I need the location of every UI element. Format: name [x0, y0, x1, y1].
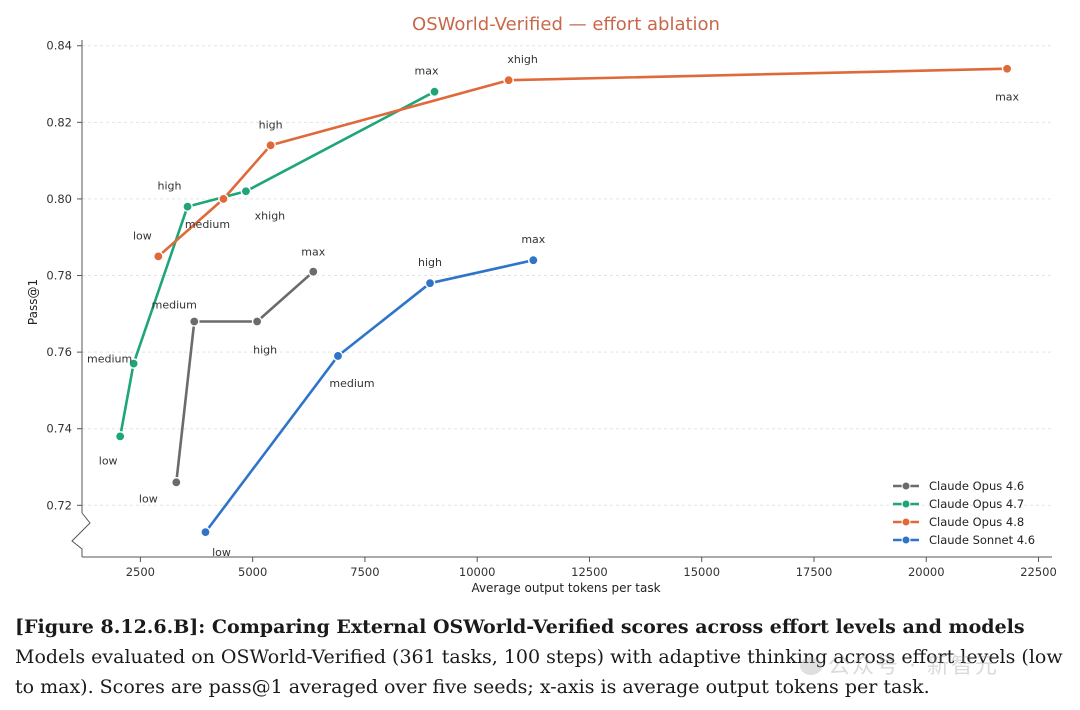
- data-point-claude-opus-4-8: [265, 140, 276, 151]
- y-axis-label: Pass@1: [26, 279, 40, 325]
- data-point-claude-sonnet-4-6: [332, 350, 344, 362]
- x-tick-label: 7500: [350, 565, 379, 579]
- point-label: high: [158, 180, 182, 193]
- legend-label: Claude Sonnet 4.6: [929, 533, 1035, 547]
- series-claude-sonnet-4-6: [200, 254, 539, 538]
- data-point-claude-opus-4-7: [114, 431, 126, 442]
- legend-swatch-marker: [901, 481, 911, 491]
- y-tick-label: 0.74: [46, 422, 72, 436]
- series-claude-opus-4-7: [114, 86, 440, 442]
- point-labels: low medium high max low medium high xhigh max low…: [87, 53, 1020, 559]
- x-tick-label: 20000: [908, 565, 945, 579]
- data-point-claude-opus-4-6: [307, 266, 319, 277]
- point-label: low: [133, 229, 152, 242]
- series-line-claude-sonnet-4-6: [204, 258, 534, 533]
- figure-caption: [Figure 8.12.6.B]: Comparing External OS…: [15, 612, 1065, 702]
- series-line-claude-opus-4-8: [157, 67, 1008, 258]
- point-label: max: [415, 65, 439, 78]
- data-point-claude-sonnet-4-6: [528, 254, 539, 266]
- caption-bold: [Figure 8.12.6.B]: Comparing External OS…: [15, 616, 1025, 638]
- point-label: max: [995, 91, 1019, 104]
- series-line-claude-opus-4-6: [175, 270, 315, 483]
- point-label: medium: [87, 353, 132, 366]
- data-point-claude-opus-4-8: [503, 74, 514, 86]
- y-tick-label: 0.82: [46, 115, 72, 129]
- axes: 0.72 0.74 0.76 0.78 0.80 0.82 0.84 2500 5000 7500…: [46, 39, 1056, 579]
- y-tick-label: 0.78: [46, 269, 72, 283]
- legend-label: Claude Opus 4.7: [929, 497, 1024, 511]
- point-label: medium: [329, 377, 374, 390]
- legend: Claude Opus 4.6 Claude Opus 4.7 Claude Opu…: [893, 479, 1035, 547]
- series-layer: [114, 63, 1013, 538]
- y-axis-break: [71, 512, 91, 557]
- point-label: xhigh: [507, 53, 538, 66]
- data-point-claude-opus-4-8: [153, 251, 164, 262]
- x-tick-label: 10000: [459, 565, 496, 579]
- y-tick-label: 0.80: [46, 192, 72, 206]
- chart: 0.72 0.74 0.76 0.78 0.80 0.82 0.84 2500 5000 7500…: [26, 14, 1057, 595]
- point-label: high: [418, 256, 442, 269]
- y-tick-label: 0.76: [46, 345, 72, 359]
- series-claude-opus-4-8: [153, 63, 1013, 262]
- point-label: medium: [152, 298, 197, 311]
- legend-swatch-marker: [901, 499, 911, 509]
- data-point-claude-opus-4-7: [128, 358, 139, 369]
- legend-item: Claude Opus 4.6: [893, 479, 1024, 493]
- wechat-icon: [800, 657, 822, 675]
- data-point-claude-opus-4-7: [429, 86, 440, 97]
- watermark-text: 公众号 · 新智元: [828, 654, 999, 679]
- legend-label: Claude Opus 4.8: [929, 515, 1024, 529]
- y-tick-label: 0.84: [46, 39, 72, 53]
- x-tick-label: 5000: [238, 565, 267, 579]
- legend-item: Claude Sonnet 4.6: [893, 533, 1035, 547]
- legend-label: Claude Opus 4.6: [929, 479, 1024, 493]
- data-point-claude-sonnet-4-6: [200, 526, 211, 538]
- legend-swatch-marker: [901, 535, 911, 545]
- y-tick-label: 0.72: [46, 498, 72, 512]
- x-tick-label: 17500: [796, 565, 833, 579]
- legend-swatch-marker: [901, 517, 911, 527]
- x-tick-label: 12500: [571, 565, 608, 579]
- data-point-claude-opus-4-6: [171, 477, 182, 488]
- x-tick-label: 22500: [1020, 565, 1057, 579]
- point-label: low: [99, 454, 118, 467]
- point-label: low: [139, 492, 158, 505]
- point-label: medium: [185, 218, 230, 231]
- data-point-claude-sonnet-4-6: [424, 277, 436, 289]
- x-tick-label: 2500: [126, 565, 155, 579]
- gridlines: [82, 45, 1052, 506]
- data-point-claude-opus-4-7: [182, 201, 193, 212]
- point-label: xhigh: [255, 209, 286, 222]
- data-point-claude-opus-4-7: [240, 185, 252, 197]
- data-point-claude-opus-4-8: [1001, 63, 1013, 75]
- data-point-claude-opus-4-6: [188, 316, 200, 327]
- point-label: high: [253, 343, 277, 356]
- data-point-claude-opus-4-8: [218, 193, 229, 205]
- caption-text: Models evaluated on OSWorld-Verified (36…: [15, 646, 1063, 698]
- x-tick-label: 15000: [683, 565, 720, 579]
- point-label: low: [212, 546, 231, 559]
- chart-title: OSWorld-Verified — effort ablation: [412, 14, 720, 35]
- point-label: high: [259, 118, 283, 131]
- legend-item: Claude Opus 4.8: [893, 515, 1024, 529]
- legend-item: Claude Opus 4.7: [893, 497, 1024, 511]
- watermark: 公众号 · 新智元: [800, 648, 999, 680]
- x-axis-label: Average output tokens per task: [471, 581, 660, 595]
- point-label: max: [301, 246, 325, 259]
- data-point-claude-opus-4-6: [251, 316, 263, 327]
- point-label: max: [521, 233, 545, 246]
- series-claude-opus-4-6: [171, 266, 319, 488]
